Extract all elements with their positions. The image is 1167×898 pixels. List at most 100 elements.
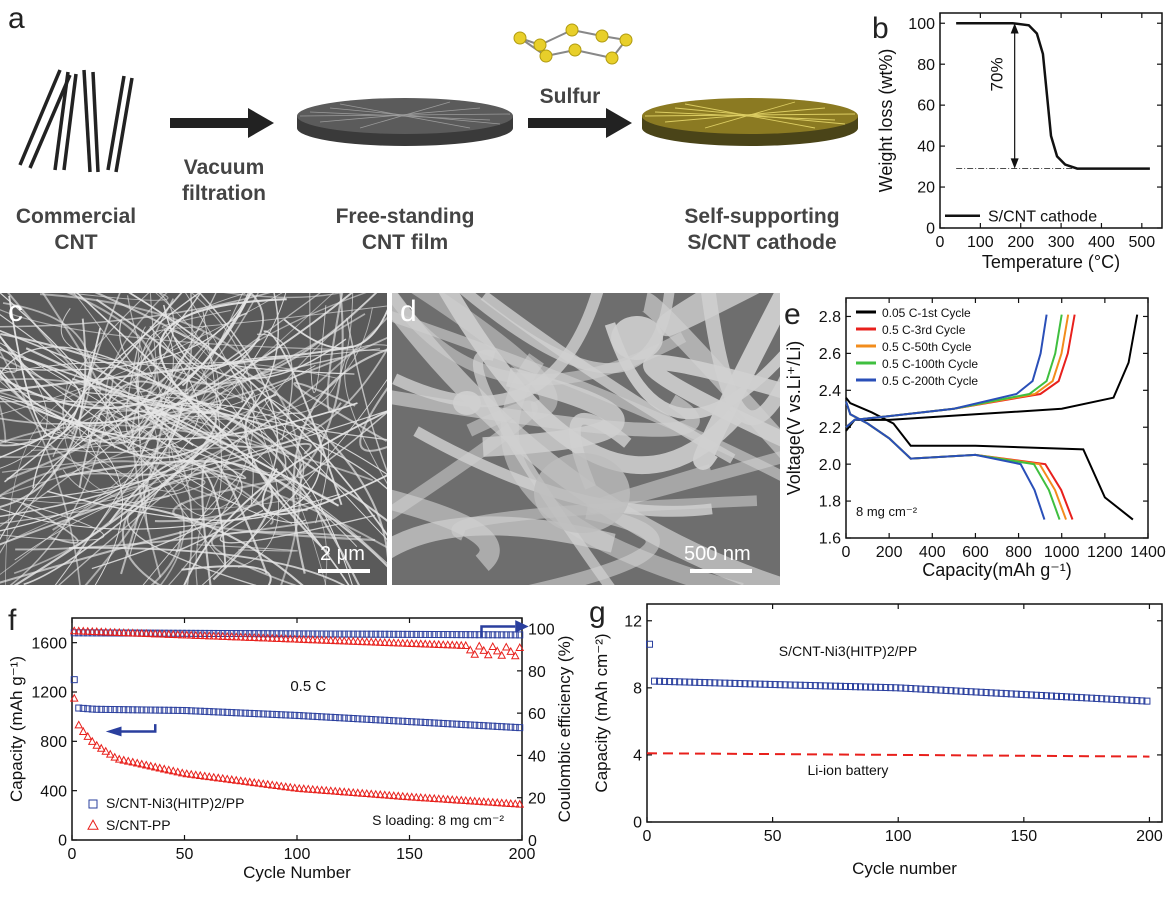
annotation-70: 70%	[988, 57, 1007, 91]
capacity-marker	[376, 716, 384, 724]
fiber	[359, 387, 387, 452]
capacity-marker	[671, 678, 679, 686]
capacity-marker	[268, 710, 276, 718]
legend-text: S/CNT-Ni3(HITP)2/PP	[106, 795, 244, 811]
capacity-marker	[309, 712, 317, 720]
ce-marker	[515, 642, 525, 652]
y-tick-label: 2.8	[819, 309, 841, 326]
ce-marker	[506, 646, 516, 655]
ce-marker	[389, 638, 399, 647]
capacity-marker	[444, 720, 452, 728]
ce-marker	[493, 631, 501, 639]
capacity-marker	[174, 706, 182, 714]
capacity-marker	[196, 707, 204, 715]
fiber	[98, 412, 225, 565]
ce-marker	[123, 628, 133, 637]
plot-frame	[646, 603, 1163, 823]
capacity-marker	[159, 764, 169, 773]
capacity-marker	[290, 783, 300, 792]
arrow-icon-2	[528, 108, 632, 138]
capacity-marker	[1007, 690, 1015, 698]
capacity-marker	[389, 791, 399, 800]
fiber	[0, 293, 279, 518]
capacity-marker	[484, 722, 492, 730]
y-tick-label: 2.2	[819, 420, 841, 437]
capacity-marker	[992, 689, 1000, 697]
capacity-marker	[716, 679, 724, 687]
capacity-marker	[412, 718, 420, 726]
ce-marker	[448, 631, 456, 639]
capacity-marker	[942, 686, 950, 694]
capacity-marker	[168, 766, 178, 775]
ce-marker	[488, 641, 498, 651]
ce-marker	[483, 650, 493, 659]
capacity-marker	[200, 771, 210, 780]
ce-marker	[411, 639, 421, 648]
y-axis-label: Capacity (mAh g⁻¹)	[7, 656, 26, 802]
capacity-marker	[962, 687, 970, 695]
y-tick-label: 40	[917, 139, 935, 156]
fiber	[91, 445, 243, 570]
ce-marker	[390, 630, 398, 638]
panel-label-c: c	[8, 295, 23, 328]
capacity-marker	[1128, 696, 1136, 704]
capacity-marker	[156, 706, 164, 714]
ce-marker	[192, 629, 200, 637]
capacity-marker	[474, 796, 484, 805]
capacity-marker	[686, 678, 694, 686]
arrow-head-up	[1010, 23, 1019, 34]
ce-marker	[363, 630, 371, 638]
capacity-marker	[726, 679, 734, 687]
capacity-marker	[475, 721, 483, 729]
ce-marker	[218, 631, 228, 640]
capacity-marker	[756, 680, 764, 688]
fiber	[211, 530, 361, 585]
y-tick-label: 2.4	[819, 383, 841, 400]
x-tick-label: 600	[962, 544, 989, 561]
fiber	[149, 293, 264, 420]
panel-label-b: b	[872, 12, 889, 45]
ce-marker	[237, 630, 245, 638]
legend-marker	[88, 799, 98, 809]
capacity-marker	[425, 793, 435, 802]
capacity-marker	[806, 681, 814, 689]
capacity-marker	[385, 716, 393, 724]
capacity-marker	[173, 767, 183, 776]
ce-marker	[250, 630, 258, 638]
capacity-marker	[462, 721, 470, 729]
ce-marker	[420, 639, 430, 648]
capacity-marker	[434, 794, 444, 803]
fiber	[309, 293, 327, 394]
capacity-marker	[1123, 696, 1131, 704]
ce-marker	[196, 629, 204, 637]
capacity-marker	[321, 785, 331, 794]
capacity-marker	[741, 680, 749, 688]
capacity-marker	[1022, 691, 1030, 699]
ce-marker	[282, 630, 290, 638]
label-self-supporting: Self-supporting S/CNT cathode	[684, 205, 840, 254]
capacity-marker	[439, 719, 447, 727]
sulfur-molecule-icon	[513, 23, 633, 65]
ce-marker	[128, 628, 138, 637]
fiber	[126, 295, 178, 416]
fiber	[0, 403, 7, 444]
fiber	[177, 293, 354, 414]
capacity-marker	[882, 684, 890, 692]
ce-marker	[380, 637, 390, 646]
capacity-marker	[75, 704, 83, 712]
capacity-marker	[501, 798, 511, 807]
capacity-marker	[317, 785, 327, 794]
ce-marker	[290, 634, 300, 643]
capacity-marker	[967, 688, 975, 696]
ce-marker	[349, 630, 357, 638]
y2-axis-label: Coulombic efficiency (%)	[555, 636, 574, 823]
capacity-marker	[932, 686, 940, 694]
capacity-marker	[308, 784, 318, 793]
ce-marker	[141, 628, 151, 637]
fiber	[528, 505, 660, 585]
capacity-marker	[291, 711, 299, 719]
capacity-marker	[327, 713, 335, 721]
capacity-marker	[129, 706, 137, 714]
scale-text-c: 2 μm	[320, 543, 365, 565]
capacity-marker	[178, 706, 186, 714]
